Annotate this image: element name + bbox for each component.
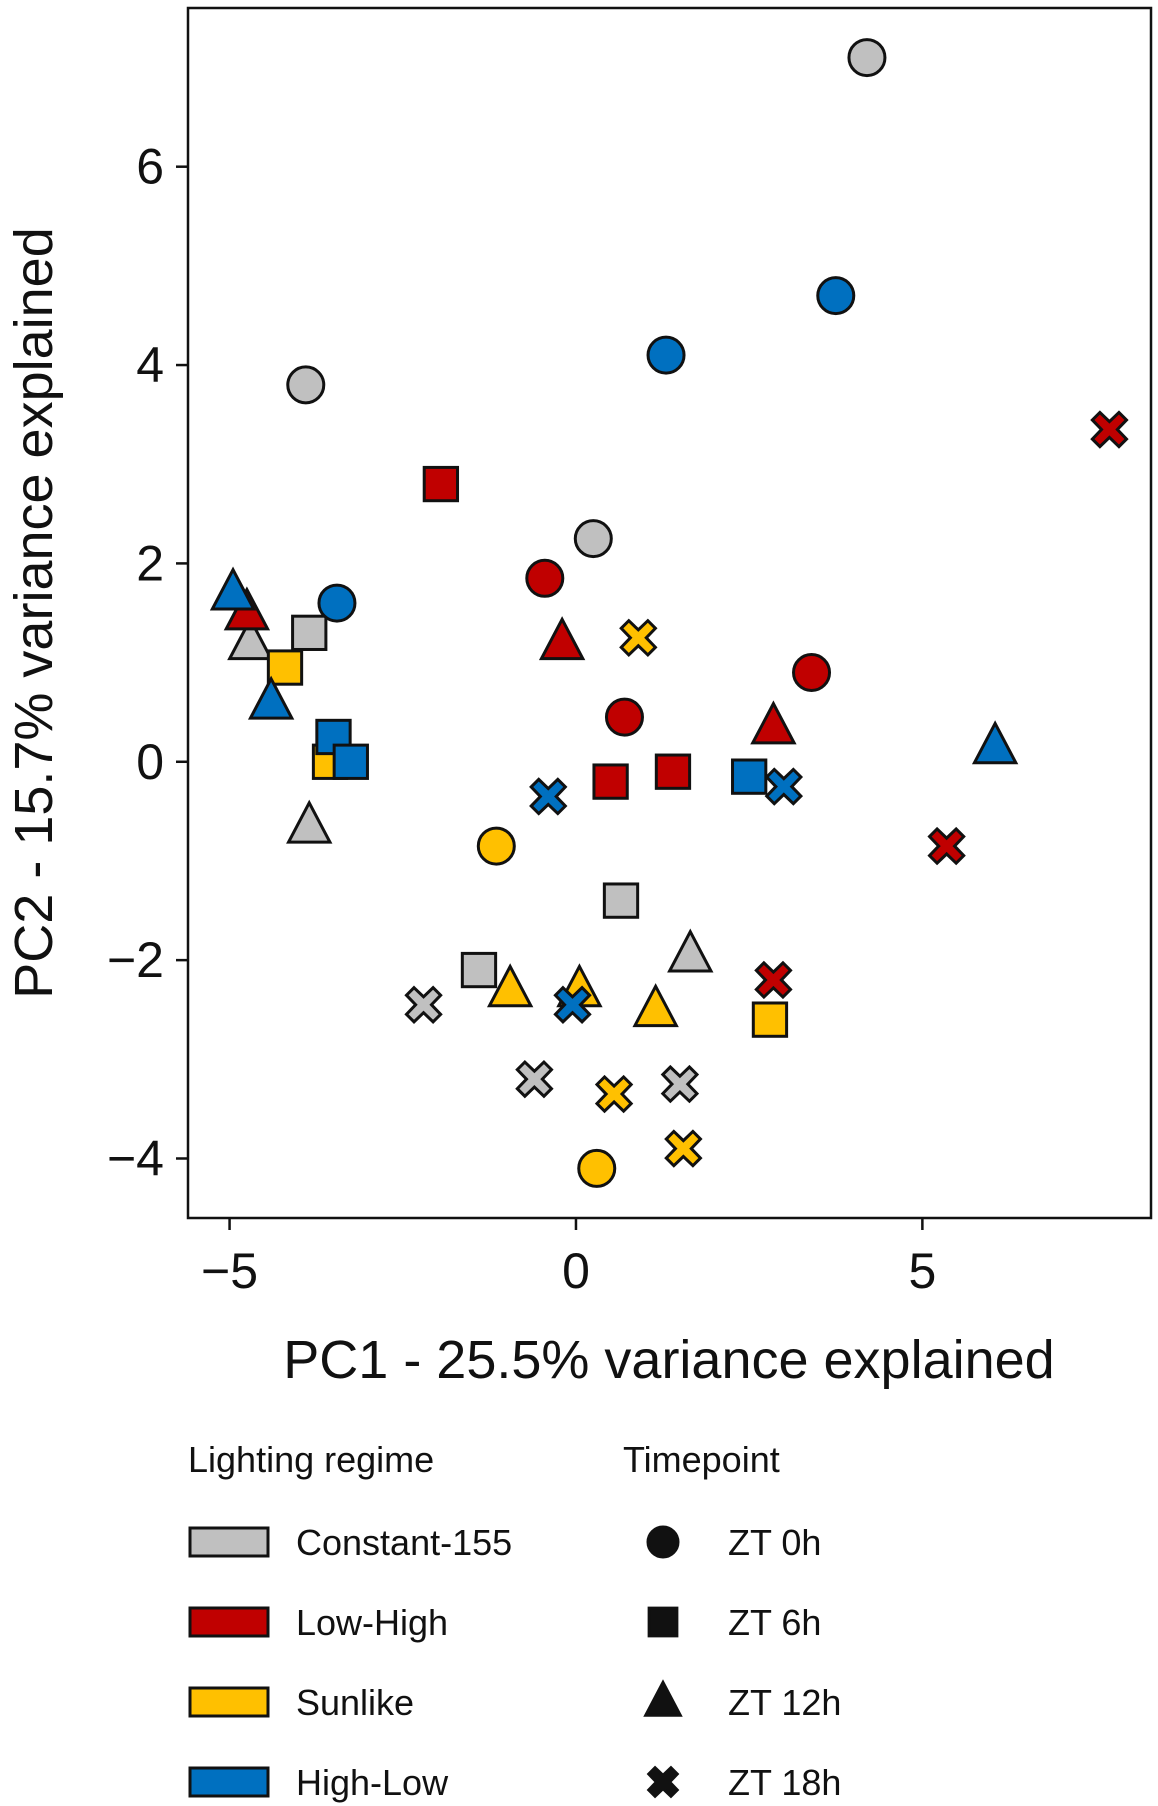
legend-title-timepoint: Timepoint (623, 1439, 780, 1480)
legend: Lighting regime Timepoint Constant-155 Lo… (188, 1439, 841, 1803)
legend-label: Sunlike (296, 1682, 414, 1723)
data-point-square (654, 753, 692, 790)
data-point-circle (604, 697, 644, 737)
data-point-circle (847, 38, 887, 78)
data-point-x (927, 826, 966, 866)
data-point-x (594, 1074, 634, 1114)
data-point-triangle (971, 720, 1019, 765)
data-point-square (460, 951, 498, 989)
data-point-triangle (286, 799, 333, 844)
data-point-x (764, 767, 804, 806)
y-tick-label: −2 (107, 932, 164, 988)
legend-swatch (188, 1606, 270, 1638)
data-point-square (592, 763, 629, 800)
data-point-circle (792, 653, 832, 693)
y-tick-label: 6 (136, 139, 164, 195)
data-point-triangle (667, 928, 714, 973)
data-point-triangle (750, 700, 797, 745)
x-tick-label: 5 (908, 1243, 936, 1299)
data-point-x (515, 1059, 554, 1099)
legend-marker-circle (646, 1525, 680, 1559)
data-point-square (602, 882, 640, 919)
legend-label: Low-High (296, 1602, 448, 1643)
data-point-square (332, 743, 369, 780)
legend-timepoint-entries: ZT 0h ZT 6h ZT 12h ZT 18h (643, 1522, 841, 1803)
legend-label: High-Low (296, 1762, 449, 1803)
data-point-x (1090, 410, 1129, 449)
data-point-x (553, 985, 592, 1024)
legend-swatch (188, 1686, 270, 1718)
legend-swatch (188, 1526, 270, 1558)
data-point-x (664, 1129, 703, 1168)
y-axis-label: PC2 - 15.7% variance explained (4, 227, 64, 998)
data-point-triangle (227, 616, 274, 661)
data-point-circle (476, 826, 516, 866)
plot-frame (186, 6, 1153, 1220)
data-point-x (619, 618, 658, 657)
data-point-x (754, 960, 793, 1000)
data-point-circle (577, 1148, 617, 1188)
y-tick-label: 4 (136, 337, 164, 393)
legend-label: ZT 18h (728, 1762, 841, 1803)
data-point-triangle (538, 616, 586, 661)
data-point-square (731, 758, 768, 795)
data-point-circle (816, 276, 856, 316)
data-point-square (422, 465, 460, 503)
legend-swatch (188, 1766, 270, 1798)
y-tick-label: 2 (136, 535, 164, 591)
y-tick-label: 0 (136, 734, 164, 790)
data-point-circle (573, 519, 613, 559)
data-point-triangle (209, 566, 257, 611)
x-tick-label: −5 (201, 1243, 258, 1299)
data-point-square (291, 614, 328, 651)
data-point-x (404, 985, 443, 1024)
y-axis-ticks: −4 −2 0 2 4 6 (107, 139, 188, 1186)
data-point-x (660, 1064, 700, 1104)
x-axis-ticks: −5 0 5 (201, 1218, 936, 1299)
data-point-square (751, 1001, 789, 1038)
legend-label: Constant-155 (296, 1522, 512, 1563)
legend-label: ZT 0h (728, 1522, 821, 1563)
data-point-triangle (632, 983, 679, 1028)
data-point-square (266, 649, 304, 686)
data-point-x (529, 777, 568, 816)
y-tick-label: −4 (107, 1130, 164, 1186)
x-tick-label: 0 (562, 1243, 590, 1299)
data-points (209, 38, 1129, 1188)
data-point-circle (286, 365, 326, 405)
legend-marker-square (647, 1606, 679, 1638)
legend-label: ZT 6h (728, 1602, 821, 1643)
x-axis-label: PC1 - 25.5% variance explained (283, 1330, 1054, 1390)
data-point-triangle (486, 963, 534, 1008)
legend-marker-x (646, 1765, 680, 1799)
data-point-triangle (247, 675, 295, 720)
legend-title-lighting: Lighting regime (188, 1439, 434, 1480)
data-point-circle (317, 583, 357, 623)
legend-lighting-entries: Constant-155 Low-High Sunlike High-Low (188, 1522, 512, 1803)
legend-label: ZT 12h (728, 1682, 841, 1723)
data-point-circle (646, 335, 686, 375)
data-point-circle (525, 558, 565, 598)
legend-marker-triangle (643, 1679, 683, 1717)
